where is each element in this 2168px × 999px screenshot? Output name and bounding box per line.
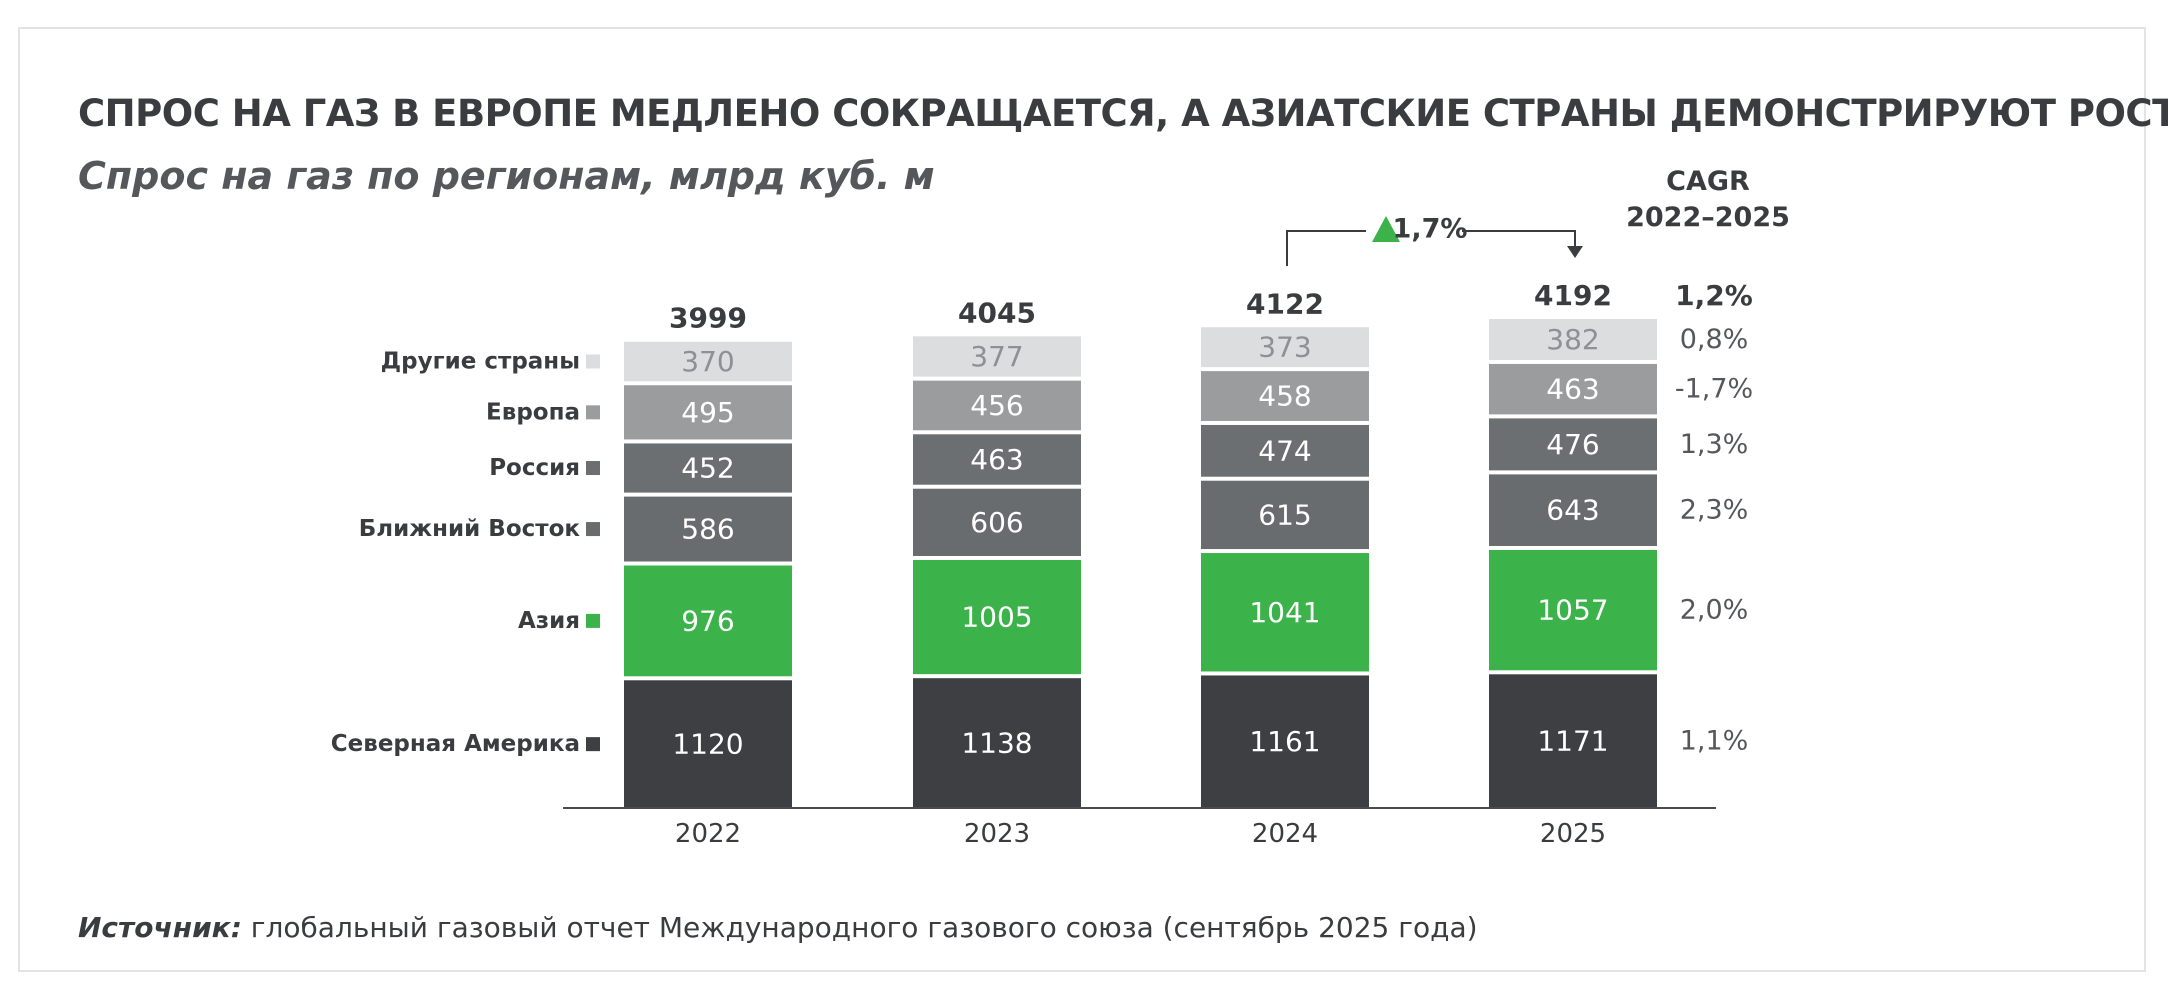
x-tick-label: 2022 xyxy=(675,819,741,849)
bar-value-label: 976 xyxy=(681,604,734,637)
bar-value-label: 1005 xyxy=(961,601,1032,634)
bar-value-label: 377 xyxy=(970,340,1023,373)
chart-frame xyxy=(18,27,2146,972)
cagr-header-line1: CAGR xyxy=(1666,166,1750,197)
bar-value-label: 1171 xyxy=(1537,725,1608,758)
bar-segment xyxy=(1489,674,1657,808)
chart-title: СПРОС НА ГАЗ В ЕВРОПЕ МЕДЛЕНО СОКРАЩАЕТС… xyxy=(78,92,2168,135)
growth-bracket-right xyxy=(1462,230,1576,248)
chart-subtitle: Спрос на газ по регионам, млрд куб. м xyxy=(78,154,935,198)
legend-label: Европа xyxy=(486,399,580,425)
cagr-value: 0,8% xyxy=(1680,324,1749,355)
bar-value-label: 1161 xyxy=(1249,725,1320,758)
legend-label: Россия xyxy=(489,455,580,481)
bar-segment xyxy=(913,488,1081,556)
legend-label: Другие страны xyxy=(381,348,580,374)
x-tick-label: 2023 xyxy=(964,819,1030,849)
bar-value-label: 1120 xyxy=(672,728,743,761)
growth-bracket-left xyxy=(1286,230,1366,266)
bar-segment xyxy=(624,443,792,493)
cagr-total-value: 1,2% xyxy=(1675,279,1753,312)
bar-segment xyxy=(624,496,792,562)
bar-value-label: 1057 xyxy=(1537,594,1608,627)
bar-segment xyxy=(913,434,1081,485)
bar-segment xyxy=(1201,371,1369,421)
bar-segment xyxy=(1489,474,1657,546)
bar-segment xyxy=(1201,424,1369,477)
bar-value-label: 1138 xyxy=(961,727,1032,760)
cagr-value: 2,3% xyxy=(1680,495,1749,526)
bar-segment xyxy=(1201,553,1369,672)
cagr-value: 2,0% xyxy=(1680,595,1749,626)
source-label: Источник: xyxy=(78,911,242,944)
bar-segment xyxy=(1489,319,1657,360)
legend-swatch xyxy=(586,613,600,628)
cagr-header-line2: 2022–2025 xyxy=(1626,202,1790,233)
bar-value-label: 463 xyxy=(1546,373,1599,406)
growth-arrow-head-icon xyxy=(1567,246,1583,258)
bar-segment xyxy=(1489,363,1657,415)
bar-segment xyxy=(624,565,792,677)
legend-swatch xyxy=(586,737,600,752)
bar-segment xyxy=(1489,549,1657,671)
bar-value-label: 373 xyxy=(1258,331,1311,364)
cagr-header: CAGR 2022–2025 xyxy=(1608,164,1808,236)
cagr-value: -1,7% xyxy=(1675,374,1753,405)
growth-annotation-label: 1,7% xyxy=(1393,214,1468,245)
bar-value-label: 586 xyxy=(681,513,734,546)
bar-total-label: 3999 xyxy=(669,302,747,335)
bar-segment xyxy=(624,385,792,440)
cagr-value: 1,3% xyxy=(1680,429,1749,460)
bar-segment xyxy=(1201,675,1369,808)
bar-value-label: 463 xyxy=(970,443,1023,476)
legend-label: Северная Америка xyxy=(331,731,580,757)
legend-label: Азия xyxy=(518,608,580,634)
bar-value-label: 606 xyxy=(970,506,1023,539)
bar-segment xyxy=(624,680,792,808)
bar-value-label: 452 xyxy=(681,452,734,485)
bar-value-label: 458 xyxy=(1258,380,1311,413)
bar-segment xyxy=(913,336,1081,377)
legend-swatch xyxy=(586,522,600,537)
bar-total-label: 4045 xyxy=(958,296,1036,329)
bar-value-label: 495 xyxy=(681,396,734,429)
bar-segment xyxy=(1489,418,1657,471)
bar-value-label: 370 xyxy=(681,345,734,378)
cagr-value: 1,1% xyxy=(1680,726,1749,757)
x-tick-label: 2024 xyxy=(1252,819,1318,849)
bar-segment xyxy=(913,559,1081,675)
bar-segment xyxy=(913,380,1081,431)
bar-segment xyxy=(624,341,792,382)
bar-total-label: 4192 xyxy=(1534,279,1612,312)
bar-segment xyxy=(1201,327,1369,368)
source-text: глобальный газовый отчет Международного … xyxy=(241,911,1478,944)
bar-total-label: 4122 xyxy=(1246,287,1324,320)
growth-up-triangle-icon xyxy=(1372,216,1400,242)
bar-segment xyxy=(913,678,1081,808)
bar-value-label: 474 xyxy=(1258,434,1311,467)
bar-value-label: 1041 xyxy=(1249,596,1320,629)
bar-value-label: 615 xyxy=(1258,498,1311,531)
legend-swatch xyxy=(586,354,600,369)
bar-segment xyxy=(1201,480,1369,550)
bar-value-label: 382 xyxy=(1546,323,1599,356)
bar-value-label: 456 xyxy=(970,389,1023,422)
legend-label: Ближний Восток xyxy=(359,516,581,542)
source-note: Источник: глобальный газовый отчет Между… xyxy=(78,911,1478,944)
bar-value-label: 643 xyxy=(1546,494,1599,527)
bar-value-label: 476 xyxy=(1546,428,1599,461)
x-tick-label: 2025 xyxy=(1540,819,1606,849)
legend-swatch xyxy=(586,461,600,476)
legend-swatch xyxy=(586,405,600,420)
